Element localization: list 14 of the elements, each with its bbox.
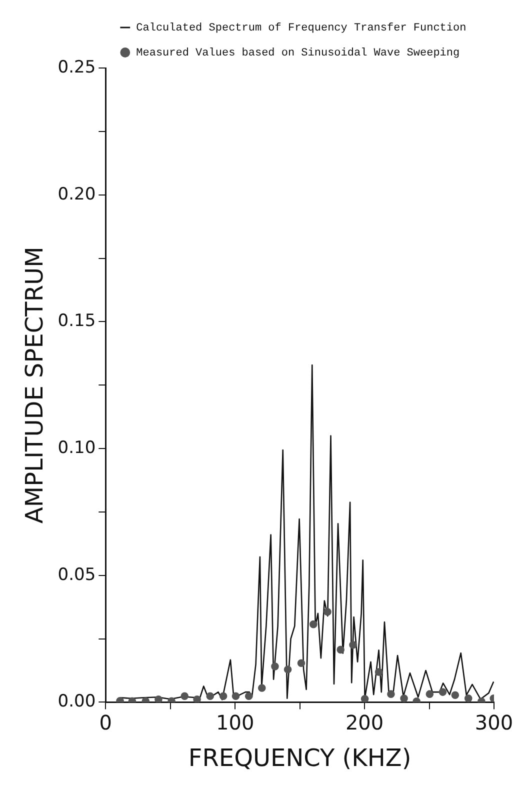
y-tick-label: 0.10 bbox=[58, 438, 96, 458]
x-tick-label: 200 bbox=[345, 710, 384, 734]
y-tick-label: 0.25 bbox=[58, 57, 96, 78]
x-axis-title: FREQUENCY (KHZ) bbox=[188, 744, 412, 772]
x-tick-label: 0 bbox=[99, 710, 112, 734]
y-tick-label: 0.20 bbox=[58, 184, 96, 204]
y-axis-title: AMPLITUDE SPECTRUM bbox=[20, 246, 49, 524]
x-tick-label: 100 bbox=[216, 710, 254, 734]
y-tick-label: 0.00 bbox=[58, 692, 96, 712]
legend-label: Measured Values based on Sinusoidal Wave Sweeping bbox=[136, 47, 460, 60]
x-tick-label: 300 bbox=[474, 710, 514, 734]
y-tick-label: 0.05 bbox=[58, 564, 96, 585]
legend-label: Calculated Spectrum of Frequency Transfer Function bbox=[136, 22, 466, 34]
y-tick-label: 0.15 bbox=[58, 311, 96, 332]
